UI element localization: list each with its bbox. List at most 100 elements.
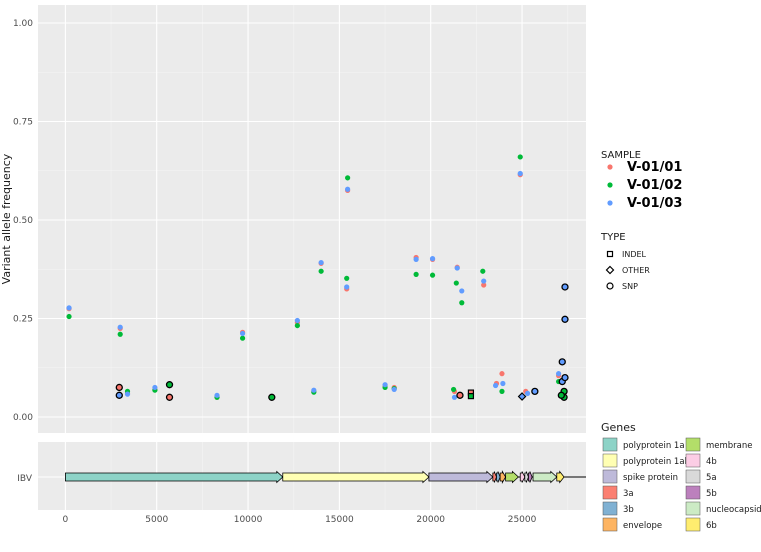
gene-legend-label: 4b — [706, 457, 717, 467]
gene-legend-swatch — [602, 453, 618, 468]
data-point — [454, 265, 460, 271]
data-point — [294, 322, 300, 329]
snp-point — [561, 373, 569, 382]
data-point — [499, 371, 505, 377]
x-tick-label: 25000 — [508, 515, 537, 525]
genes-legend-title: Genes — [601, 421, 636, 434]
y-tick-label: 0.75 — [13, 118, 33, 128]
legend-key-dot — [607, 182, 613, 188]
gene-arrow — [499, 470, 507, 484]
data-point — [318, 268, 324, 274]
gene-legend-label: 3a — [623, 489, 634, 499]
indel-point — [467, 393, 475, 400]
legend-snp-key — [606, 282, 614, 290]
gene-legend-label: envelope — [623, 521, 662, 531]
data-points — [66, 154, 569, 401]
gene-legend-swatch — [685, 437, 701, 452]
data-point — [517, 154, 523, 160]
data-point — [429, 256, 436, 262]
legend-key-dot — [607, 164, 613, 170]
legend-sample-label: V-01/01 — [627, 160, 682, 175]
gene-arrow — [282, 470, 430, 484]
gene-arrow — [496, 471, 501, 483]
gene-arrow — [524, 471, 529, 483]
snp-point — [165, 381, 174, 389]
legend-other-key — [605, 265, 615, 275]
snp-point — [165, 393, 174, 401]
gene-legend-label: 6b — [706, 521, 717, 531]
gene-legend-swatch — [685, 469, 701, 484]
data-point — [517, 170, 523, 177]
gene-track-label: IBV — [17, 474, 33, 484]
data-point — [239, 335, 246, 341]
data-point — [499, 388, 505, 394]
y-tick-label: 0.50 — [13, 216, 33, 226]
gene-legend-label: polyprotein 1a — [623, 441, 685, 451]
data-point — [294, 317, 300, 324]
sample-legend: SAMPLE V-01/01 V-01/02 V-01/03 — [601, 150, 682, 211]
x-tick-label: 0 — [63, 515, 69, 525]
data-point — [481, 282, 487, 288]
gene-legend-label: 3b — [623, 505, 634, 515]
data-point — [492, 382, 499, 389]
snp-point — [268, 393, 276, 401]
data-point — [459, 288, 465, 294]
gene-arrow — [519, 471, 526, 483]
data-point — [66, 305, 72, 311]
data-point — [481, 278, 487, 284]
gene-legend-swatch — [602, 501, 618, 516]
data-point — [524, 390, 531, 396]
gene-legend-swatch — [602, 437, 618, 452]
legend-type-label: SNP — [622, 282, 638, 291]
legend-sample-label: V-01/03 — [627, 196, 682, 211]
y-tick-label: 0.25 — [13, 315, 33, 325]
x-tick-label: 15000 — [325, 515, 354, 525]
data-point — [344, 284, 350, 290]
data-point — [382, 382, 388, 388]
data-point — [344, 275, 350, 281]
data-point — [450, 386, 457, 393]
gene-arrow — [528, 471, 533, 483]
legend-indel-key — [606, 250, 614, 258]
gene-legend-label: 5a — [706, 473, 717, 483]
snp-point — [561, 283, 569, 291]
snp-point — [558, 358, 566, 366]
snp-point — [456, 391, 464, 399]
genes-legend: Genes polyprotein 1a polyprotein 1ab spike… — [601, 421, 761, 532]
type-legend: TYPE INDEL OTHER SNP — [600, 232, 650, 291]
data-point — [318, 259, 324, 266]
gene-legend-swatch — [685, 501, 701, 516]
snp-point — [531, 387, 539, 396]
gene-arrows — [65, 470, 586, 484]
gene-legend-swatch — [685, 485, 701, 500]
gene-legend-swatch — [602, 517, 618, 532]
data-point — [500, 380, 506, 387]
data-point — [345, 186, 351, 192]
data-point — [239, 330, 246, 337]
data-point — [459, 300, 465, 306]
data-point — [117, 324, 123, 330]
data-point — [453, 280, 459, 286]
data-point — [124, 391, 131, 397]
gene-legend-swatch — [602, 469, 618, 484]
data-point — [152, 384, 158, 391]
data-point — [117, 331, 123, 337]
data-point — [345, 175, 351, 181]
data-point — [311, 387, 317, 393]
data-point — [391, 386, 397, 393]
gene-legend-label: 5b — [706, 489, 717, 499]
data-point — [214, 392, 220, 398]
y-axis-ticks: 0.00 0.25 0.50 0.75 1.00 — [13, 19, 33, 423]
legend-type-label: OTHER — [622, 266, 650, 275]
snp-point — [557, 391, 565, 399]
snp-point — [115, 383, 123, 392]
y-tick-label: 0.00 — [13, 413, 33, 423]
data-point — [451, 394, 458, 400]
gene-legend-label: polyprotein 1ab — [623, 457, 690, 467]
gene-arrow — [505, 470, 520, 484]
gene-arrow — [556, 470, 565, 484]
gene-arrow — [492, 471, 497, 483]
gene-legend-swatch — [685, 453, 701, 468]
data-point — [429, 272, 436, 278]
gene-arrow — [65, 470, 284, 484]
